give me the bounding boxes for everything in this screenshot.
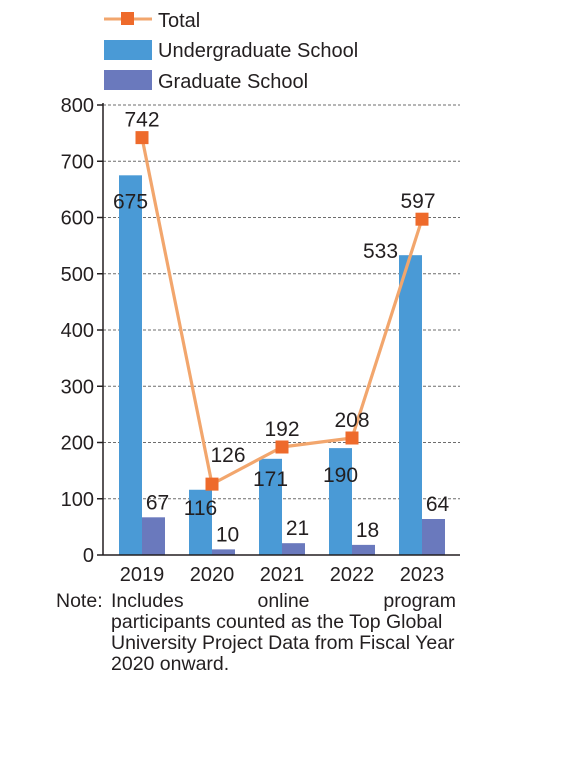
total-value-label: 742 <box>124 109 159 132</box>
bar-undergraduate <box>329 448 352 555</box>
y-tick-label: 500 <box>61 264 94 286</box>
total-marker <box>135 131 149 145</box>
legend-total-marker <box>121 12 134 25</box>
y-tick-label: 700 <box>61 151 94 173</box>
total-value-label: 126 <box>210 444 245 467</box>
chart: Total Undergraduate School Graduate School… <box>61 10 460 586</box>
bars <box>119 175 445 555</box>
total-value-label: 208 <box>334 409 369 432</box>
bar-graduate <box>352 544 375 555</box>
footnote-key: Note: <box>56 590 103 612</box>
y-tick-label: 100 <box>61 489 94 511</box>
total-marker <box>275 440 289 454</box>
bar-undergraduate <box>189 489 212 555</box>
graduate-value-label: 21 <box>286 517 309 540</box>
undergraduate-value-label: 675 <box>113 190 148 213</box>
undergraduate-value-label: 533 <box>363 240 398 263</box>
bar-graduate <box>282 543 305 555</box>
footnote-body: Includes online program participants cou… <box>111 591 456 675</box>
graduate-value-label: 64 <box>426 493 450 516</box>
total-marker <box>205 477 219 491</box>
y-tick-label: 0 <box>83 545 94 567</box>
axes: 0 100 200 300 400 500 600 700 800 2019 2020 2021 202… <box>61 95 460 586</box>
legend-undergraduate-swatch <box>104 40 152 60</box>
bar-graduate <box>212 549 235 555</box>
graduate-value-label: 10 <box>216 523 239 546</box>
total-value-label: 597 <box>400 190 435 213</box>
y-tick-label: 300 <box>61 376 94 398</box>
data-labels: 742 126 192 208 597 675 116 171 190 533 67 10 21 18 64 <box>113 109 450 547</box>
legend-graduate-swatch <box>104 70 152 90</box>
bar-undergraduate <box>119 175 142 555</box>
bar-graduate <box>422 519 445 555</box>
footnote-first-line: Includes online program <box>111 590 456 612</box>
footnote-rest: participants counted as the Top Global U… <box>111 611 455 675</box>
legend-graduate-label: Graduate School <box>158 71 308 93</box>
total-marker <box>415 212 429 226</box>
total-line <box>135 131 429 491</box>
bar-graduate <box>142 517 165 555</box>
footnote: Note: Includes online program participan… <box>56 591 456 675</box>
undergraduate-value-label: 116 <box>184 497 217 520</box>
graduate-value-label: 18 <box>356 519 379 542</box>
x-tick-label: 2020 <box>190 564 235 586</box>
y-tick-label: 200 <box>61 433 94 455</box>
x-tick-label: 2021 <box>260 564 305 586</box>
y-tick-label: 800 <box>61 95 94 117</box>
legend-total-label: Total <box>158 10 200 32</box>
x-tick-label: 2023 <box>400 564 445 586</box>
bar-undergraduate <box>399 255 422 555</box>
legend-undergraduate-label: Undergraduate School <box>158 40 358 62</box>
graduate-value-label: 67 <box>146 491 169 514</box>
y-tick-label: 600 <box>61 208 94 230</box>
total-marker <box>345 431 359 445</box>
legend: Total Undergraduate School Graduate School <box>104 10 358 93</box>
x-tick-label: 2019 <box>120 564 165 586</box>
total-value-label: 192 <box>264 418 299 441</box>
undergraduate-value-label: 171 <box>253 468 288 491</box>
bar-undergraduate <box>259 458 282 555</box>
undergraduate-value-label: 190 <box>323 464 358 487</box>
x-tick-label: 2022 <box>330 564 375 586</box>
y-tick-label: 400 <box>61 320 94 342</box>
